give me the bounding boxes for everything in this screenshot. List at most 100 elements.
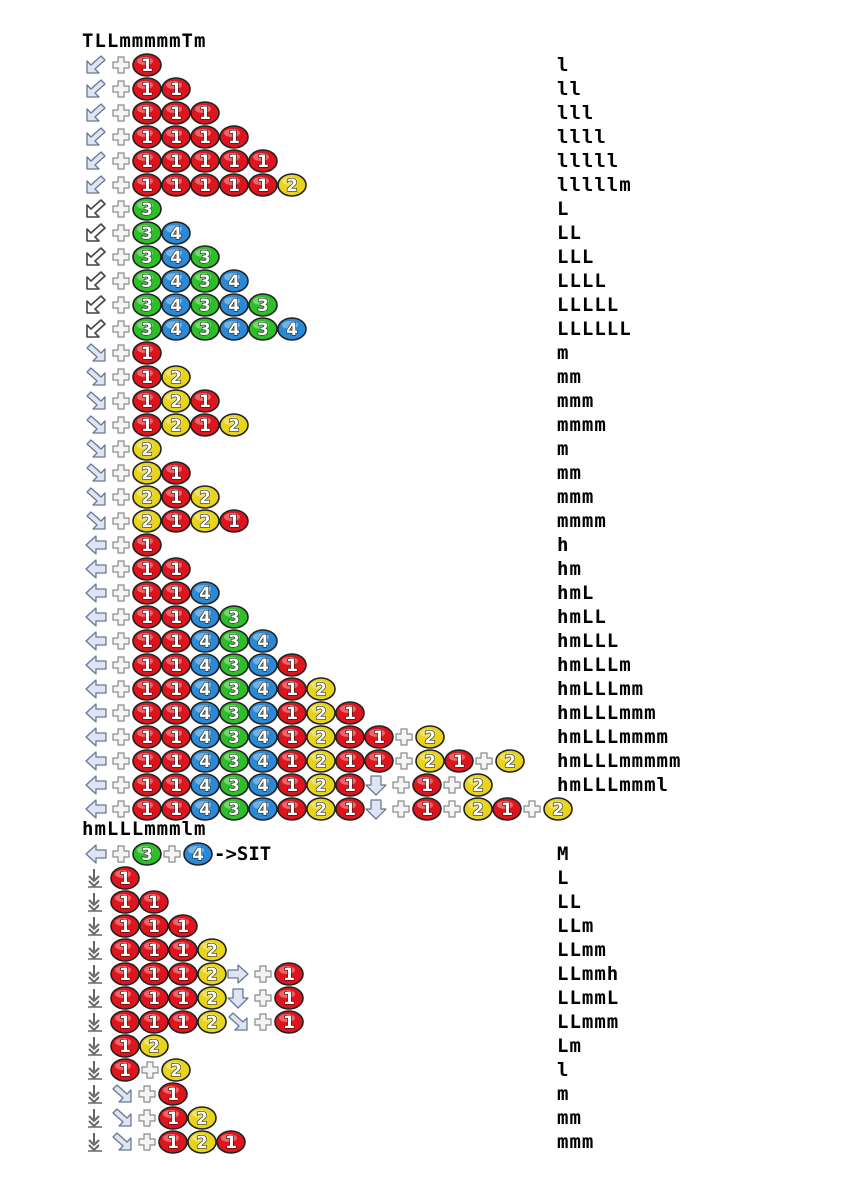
button-2-icon: 2 xyxy=(132,485,162,509)
result-notation: hm xyxy=(557,558,582,580)
button-1-icon: 1 xyxy=(110,986,140,1010)
button-1-icon: 1 xyxy=(168,914,198,938)
button-1-icon: 1 xyxy=(168,986,198,1010)
button-3-icon: 3 xyxy=(132,842,162,866)
svg-text:4: 4 xyxy=(257,656,269,676)
down-arrow-icon xyxy=(364,798,388,820)
button-1-icon: 1 xyxy=(277,773,307,797)
move-row: 1 1 4 3 4 1 2 1 1 2 hmLLLmmmm xyxy=(84,725,784,749)
button-1-icon: 1 xyxy=(139,1010,169,1034)
button-1-icon: 1 xyxy=(190,173,220,197)
button-4-icon: 4 xyxy=(190,605,220,629)
button-1-icon: 1 xyxy=(132,773,162,797)
plus-icon xyxy=(110,270,132,292)
button-1-icon: 1 xyxy=(219,149,249,173)
button-3-icon: 3 xyxy=(132,221,162,245)
svg-text:1: 1 xyxy=(141,560,153,580)
button-3-icon: 3 xyxy=(219,629,249,653)
down-right-arrow-icon xyxy=(84,462,108,484)
left-arrow-icon xyxy=(84,582,108,604)
down-right-arrow-icon xyxy=(84,342,108,364)
button-4-icon: 4 xyxy=(190,773,220,797)
button-1-icon: 1 xyxy=(364,725,394,749)
result-notation: mm xyxy=(557,462,582,484)
button-4-icon: 4 xyxy=(190,629,220,653)
plus-icon xyxy=(441,798,463,820)
svg-text:1: 1 xyxy=(141,152,153,172)
button-2-icon: 2 xyxy=(277,173,307,197)
button-1-icon: 1 xyxy=(161,461,191,485)
svg-text:1: 1 xyxy=(199,416,211,436)
button-1-icon: 1 xyxy=(364,749,394,773)
plus-icon xyxy=(110,438,132,460)
svg-text:1: 1 xyxy=(170,512,182,532)
result-notation: hmL xyxy=(557,582,595,604)
svg-text:4: 4 xyxy=(199,704,211,724)
down-left-arrow-icon xyxy=(84,102,108,124)
svg-text:1: 1 xyxy=(141,80,153,100)
button-1-icon: 1 xyxy=(110,914,140,938)
svg-text:1: 1 xyxy=(344,704,356,724)
button-2-icon: 2 xyxy=(306,797,336,821)
move-row: 3 4 3 4 3 4 LLLLLL xyxy=(84,317,784,341)
button-4-icon: 4 xyxy=(190,725,220,749)
left-arrow-icon xyxy=(84,702,108,724)
plus-icon xyxy=(252,1011,274,1033)
plus-icon xyxy=(110,462,132,484)
plus-icon xyxy=(473,750,495,772)
result-notation: LLm xyxy=(557,915,595,937)
button-1-icon: 1 xyxy=(161,149,191,173)
down-right-arrow-icon xyxy=(110,1107,134,1129)
plus-icon xyxy=(161,843,183,865)
button-1-icon: 1 xyxy=(277,725,307,749)
move-row: 1 1 1 2 1 LLmmL xyxy=(84,986,784,1010)
move-row: 1 2 1 2 mmmm xyxy=(84,413,784,437)
result-notation: mm xyxy=(557,366,582,388)
svg-text:4: 4 xyxy=(257,776,269,796)
button-1-icon: 1 xyxy=(110,1058,140,1082)
svg-text:2: 2 xyxy=(196,1133,208,1153)
plus-icon xyxy=(390,774,412,796)
button-1-icon: 1 xyxy=(168,962,198,986)
svg-text:1: 1 xyxy=(141,776,153,796)
plus-icon xyxy=(110,78,132,100)
plus-icon xyxy=(252,963,274,985)
svg-text:1: 1 xyxy=(177,941,189,961)
down-hold-arrow-icon xyxy=(84,867,108,889)
svg-text:1: 1 xyxy=(141,656,153,676)
plus-icon xyxy=(110,318,132,340)
button-4-icon: 4 xyxy=(161,245,191,269)
svg-text:1: 1 xyxy=(119,917,131,937)
svg-text:3: 3 xyxy=(141,296,153,316)
move-row: 1 1 4 3 4 1 hmLLLm xyxy=(84,653,784,677)
button-1-icon: 1 xyxy=(335,797,365,821)
move-row: 1 1 1 1 1 2 lllllm xyxy=(84,173,784,197)
result-notation: hmLL xyxy=(557,606,607,628)
button-1-icon: 1 xyxy=(132,725,162,749)
svg-text:2: 2 xyxy=(199,488,211,508)
button-2-icon: 2 xyxy=(161,1058,191,1082)
input-sequence: 1 xyxy=(84,53,162,77)
result-notation: m xyxy=(557,342,570,364)
svg-text:4: 4 xyxy=(170,224,182,244)
down-hold-arrow-icon xyxy=(84,1035,108,1057)
svg-text:1: 1 xyxy=(170,152,182,172)
down-arrow-icon xyxy=(364,774,388,796)
svg-text:4: 4 xyxy=(170,320,182,340)
down-left-bold-arrow-icon xyxy=(84,270,108,292)
button-1-icon: 1 xyxy=(132,125,162,149)
button-1-icon: 1 xyxy=(161,557,191,581)
button-4-icon: 4 xyxy=(190,677,220,701)
svg-text:2: 2 xyxy=(141,440,153,460)
svg-text:1: 1 xyxy=(170,656,182,676)
button-1-icon: 1 xyxy=(277,701,307,725)
result-notation: LLLLLL xyxy=(557,318,632,340)
